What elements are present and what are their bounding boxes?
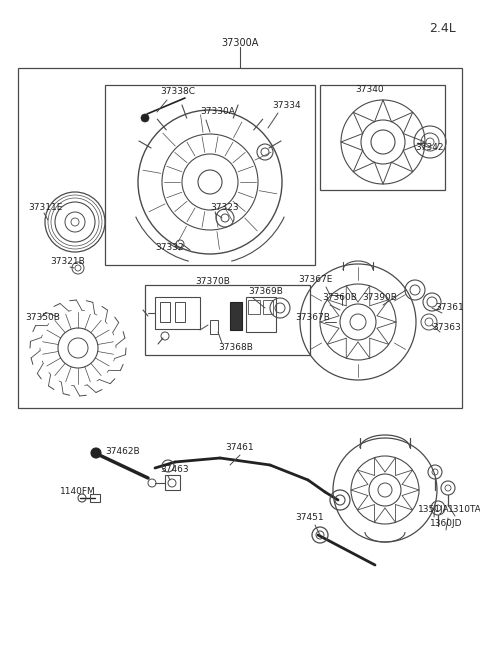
Text: 37323: 37323 [210,204,239,212]
Text: 37369B: 37369B [248,288,283,297]
Bar [165,475,180,490]
Text: 1310TA: 1310TA [448,506,480,514]
Text: 37451: 37451 [295,514,324,523]
Bar [90,494,100,502]
Text: 37300A: 37300A [221,38,259,48]
Circle shape [141,114,149,122]
Bar [105,85,315,265]
Text: 37360B: 37360B [322,293,357,303]
Text: 2.4L: 2.4L [429,22,456,35]
Bar [145,285,310,355]
Text: 37334: 37334 [272,100,300,109]
Text: 37332: 37332 [155,244,184,252]
Text: 37368B: 37368B [218,343,253,352]
Bar [263,300,273,314]
Text: 37463: 37463 [160,466,189,474]
Text: 1140FM: 1140FM [60,487,96,496]
Circle shape [91,448,101,458]
Text: 37338C: 37338C [160,88,195,96]
Bar [175,302,185,322]
Text: 37321B: 37321B [50,257,85,267]
Text: 37462B: 37462B [105,447,140,457]
Bar [230,302,242,330]
Text: 37370B: 37370B [195,278,230,286]
Text: 37342: 37342 [415,143,444,153]
Bar [18,68,462,408]
Text: 37311E: 37311E [28,204,62,212]
Text: 37340: 37340 [355,86,384,94]
Text: 37390B: 37390B [362,293,397,303]
Text: 1351JA: 1351JA [418,506,450,514]
Text: 37361: 37361 [435,303,464,312]
Text: 37461: 37461 [226,443,254,453]
Bar [246,297,276,332]
Text: 37363: 37363 [432,324,461,333]
Bar [155,297,200,329]
Text: 37367E: 37367E [298,276,332,284]
Bar [320,85,445,190]
Text: 1360JD: 1360JD [430,519,463,529]
Text: 37330A: 37330A [200,107,235,117]
Text: 37350B: 37350B [25,314,60,322]
Text: 37367B: 37367B [295,314,330,322]
Bar [210,320,218,334]
Bar [160,302,170,322]
Bar [248,300,260,314]
